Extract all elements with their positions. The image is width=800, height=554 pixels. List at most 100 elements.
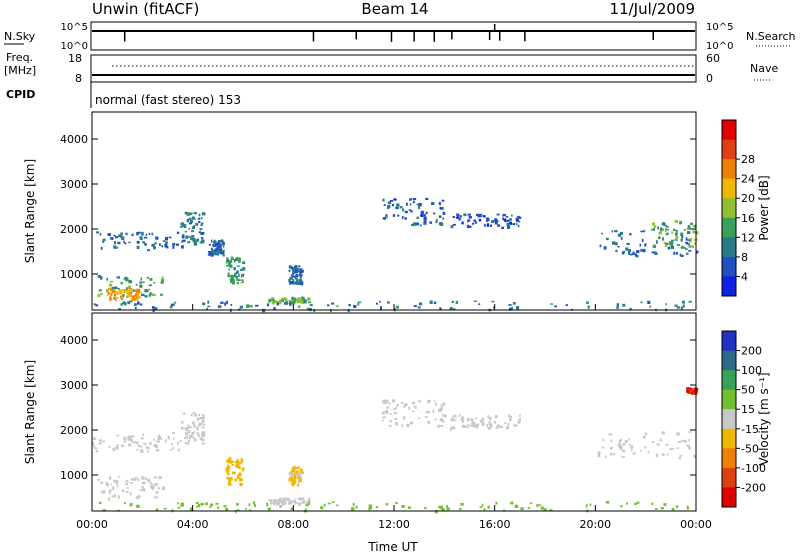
data-cell <box>692 231 696 234</box>
data-cell <box>231 278 235 282</box>
data-cell <box>93 445 95 448</box>
data-cell <box>136 441 139 445</box>
data-cell <box>136 496 140 500</box>
data-cell <box>161 276 164 280</box>
data-cell <box>473 300 477 302</box>
data-cell <box>190 237 192 241</box>
data-cell <box>172 432 176 435</box>
data-cell <box>420 214 424 217</box>
data-cell <box>121 236 125 240</box>
colorbar-tick-label: 4 <box>741 270 748 283</box>
freq-left-bottom: 8 <box>75 72 82 85</box>
data-cell <box>112 448 116 451</box>
data-cell <box>298 279 301 283</box>
data-cell <box>634 502 637 505</box>
data-cell <box>102 440 105 443</box>
data-cell <box>296 476 299 479</box>
data-cell <box>636 250 640 254</box>
data-cell <box>237 464 240 468</box>
data-cell <box>479 506 483 508</box>
data-cell <box>125 278 129 282</box>
data-cell <box>224 302 227 306</box>
data-cell <box>610 452 613 456</box>
data-cell <box>486 223 490 227</box>
data-cell <box>208 243 211 246</box>
data-cell <box>675 232 678 236</box>
data-cell <box>100 292 103 296</box>
data-cell <box>217 305 222 309</box>
nsky-right-bottom: 10^0 <box>706 41 733 52</box>
data-cell <box>233 260 236 263</box>
data-cell <box>412 410 415 413</box>
data-cell <box>125 480 129 483</box>
data-cell <box>191 235 195 238</box>
data-cell <box>238 466 241 470</box>
data-cell <box>109 297 112 301</box>
data-cell <box>293 298 297 301</box>
data-cell <box>461 221 464 225</box>
x-tick-label: 16:00 <box>479 518 511 531</box>
data-cell <box>156 440 160 443</box>
data-cell <box>501 226 504 229</box>
data-cell <box>290 281 294 285</box>
data-cell <box>298 475 302 478</box>
data-cell <box>644 432 648 435</box>
data-cell <box>161 245 163 248</box>
data-cell <box>611 230 614 233</box>
data-cell <box>192 239 195 243</box>
data-cell <box>675 231 678 234</box>
data-cell <box>180 226 183 228</box>
data-cell <box>477 214 481 218</box>
data-cell <box>109 295 112 299</box>
data-cell <box>388 402 391 405</box>
data-cell <box>517 224 520 228</box>
data-cell <box>626 502 629 505</box>
data-cell <box>387 301 390 304</box>
data-cell <box>629 233 632 236</box>
data-cell <box>197 217 201 220</box>
data-cell <box>504 422 507 425</box>
data-cell <box>679 220 683 225</box>
data-cell <box>435 402 437 406</box>
data-cell <box>147 249 150 252</box>
data-cell <box>120 303 124 306</box>
data-cell <box>517 216 522 219</box>
data-cell <box>440 407 443 411</box>
data-cell <box>238 273 240 277</box>
data-cell <box>449 307 453 310</box>
data-cell <box>125 491 129 493</box>
data-cell <box>418 205 421 210</box>
data-cell <box>429 221 433 224</box>
data-cell <box>682 304 685 308</box>
data-cell <box>517 420 521 424</box>
data-cell <box>111 286 114 290</box>
data-cell <box>211 239 213 243</box>
data-cell <box>151 293 154 296</box>
data-cell <box>242 261 246 264</box>
nsky-left-bottom: 10^0 <box>61 41 88 52</box>
colorbar-tick-label: 200 <box>741 345 762 358</box>
power-y-ticks: 1000 2000 3000 4000 <box>60 133 696 281</box>
data-cell <box>512 302 516 305</box>
data-cell <box>240 458 243 462</box>
data-cell <box>353 305 357 308</box>
data-cell <box>127 285 131 289</box>
data-cell <box>212 244 215 248</box>
data-cell <box>283 499 285 503</box>
data-cell <box>685 241 689 244</box>
data-cell <box>211 249 215 253</box>
data-cell <box>222 242 225 245</box>
data-cell <box>612 452 615 456</box>
data-cell <box>201 232 205 235</box>
data-cell <box>281 501 284 503</box>
data-cell <box>487 415 490 418</box>
data-cell <box>294 265 298 268</box>
data-cell <box>155 491 159 494</box>
data-cell <box>467 426 470 429</box>
power-ylabel: Slant Range [km] <box>23 159 37 263</box>
data-cell <box>218 242 221 246</box>
data-cell <box>389 200 394 202</box>
data-cell <box>298 497 302 500</box>
nsky-right-top: 10^5 <box>706 22 733 33</box>
data-cell <box>686 444 690 447</box>
